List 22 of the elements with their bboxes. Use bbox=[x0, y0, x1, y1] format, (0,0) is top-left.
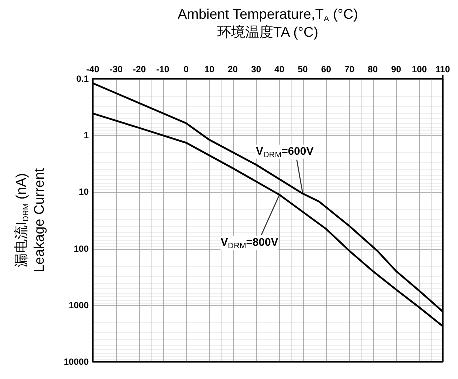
y-tick-label: 10000 bbox=[64, 357, 89, 367]
x-tick-label: 80 bbox=[368, 64, 378, 74]
x-tick-label: -20 bbox=[133, 64, 146, 74]
x-tick-label: -10 bbox=[156, 64, 170, 74]
x-tick-label: 10 bbox=[204, 64, 215, 74]
x-tick-label: 50 bbox=[298, 64, 308, 74]
x-tick-label: 30 bbox=[251, 64, 262, 74]
y-tick-label: 1000 bbox=[68, 300, 89, 310]
x-tick-label: 0 bbox=[184, 64, 189, 74]
y-tick-label: 1 bbox=[84, 130, 89, 141]
x-tick-label: 110 bbox=[436, 64, 450, 74]
y-tick-label: 10 bbox=[78, 187, 89, 198]
y-tick-label: 0.1 bbox=[76, 74, 89, 84]
x-tick-label: 100 bbox=[412, 64, 428, 74]
x-tick-label: 60 bbox=[321, 64, 332, 74]
x-tick-label: -30 bbox=[110, 64, 123, 74]
x-tick-label: 90 bbox=[391, 64, 402, 74]
x-tick-label: 70 bbox=[344, 64, 355, 74]
x-tick-label: 20 bbox=[228, 64, 238, 74]
y-tick-label: 100 bbox=[74, 244, 89, 254]
x-tick-label: -40 bbox=[86, 64, 100, 74]
x-tick-label: 40 bbox=[274, 64, 285, 74]
